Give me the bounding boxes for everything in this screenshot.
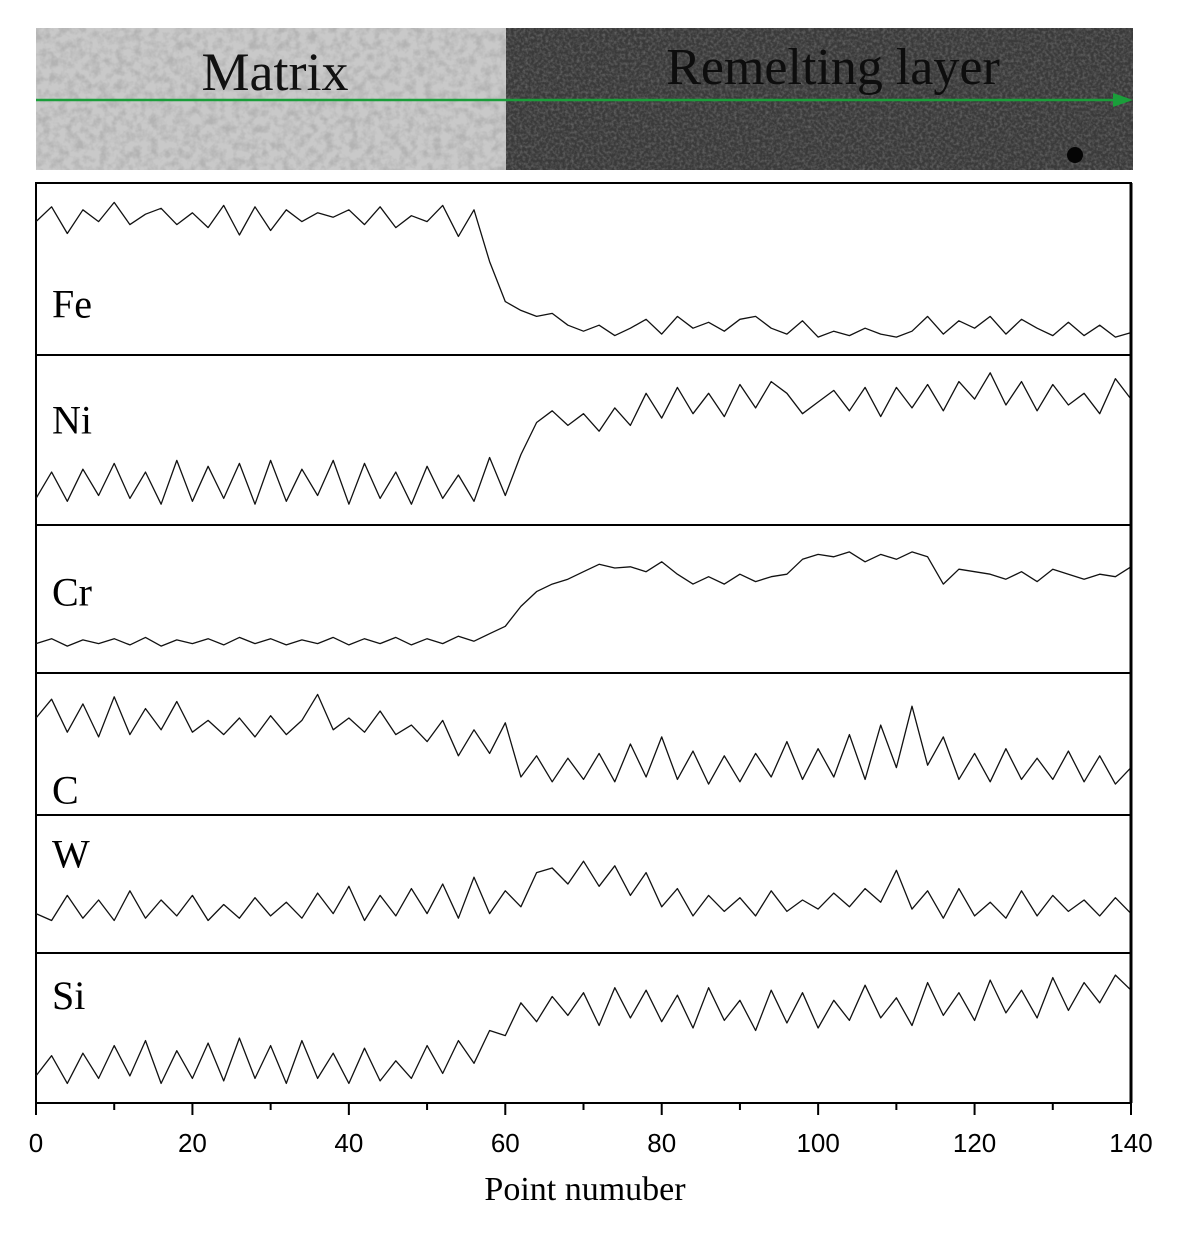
series-line-si bbox=[35, 974, 1132, 1085]
x-axis-title: Point numuber bbox=[484, 1171, 686, 1208]
matrix-label: Matrix bbox=[202, 42, 349, 102]
series-line-ni bbox=[35, 372, 1132, 505]
series-label-si: Si bbox=[52, 973, 85, 1018]
panel-si: Si bbox=[35, 952, 1132, 1104]
series-label-c: C bbox=[52, 767, 79, 812]
series-label-ni: Ni bbox=[52, 398, 92, 443]
x-tick-label: 80 bbox=[647, 1128, 676, 1158]
series-label-cr: Cr bbox=[52, 570, 92, 615]
series-line-cr bbox=[35, 551, 1132, 647]
series-label-fe: Fe bbox=[52, 281, 92, 326]
x-tick-label: 40 bbox=[334, 1128, 363, 1158]
x-axis: 0 20 40 60 80 100 120 140 bbox=[29, 1102, 1153, 1158]
element-panels: Fe Ni Cr CW Si bbox=[35, 182, 1133, 1104]
panel-frame-ni bbox=[35, 354, 1132, 526]
series-line-w bbox=[35, 860, 1132, 922]
panel-frame-c bbox=[35, 672, 1132, 816]
x-tick-label: 120 bbox=[953, 1128, 996, 1158]
micrograph-strip: Matrix Remelting layer bbox=[36, 28, 1133, 170]
panel-frame-fe bbox=[35, 182, 1132, 356]
panel-fe: Fe bbox=[35, 182, 1132, 356]
x-tick-label: 60 bbox=[491, 1128, 520, 1158]
x-tick-label: 100 bbox=[796, 1128, 839, 1158]
panel-frame-w bbox=[35, 814, 1132, 954]
x-tick-label: 20 bbox=[178, 1128, 207, 1158]
series-label-w: W bbox=[52, 832, 90, 877]
remelting-layer-label: Remelting layer bbox=[666, 39, 1000, 96]
panel-frame-cr bbox=[35, 524, 1132, 674]
scan-arrow-head bbox=[1113, 93, 1133, 107]
panel-frame-si bbox=[35, 952, 1132, 1104]
series-line-fe bbox=[35, 201, 1132, 338]
pore-dot bbox=[1067, 147, 1083, 163]
panel-c: C bbox=[35, 672, 1132, 816]
panel-cr: Cr bbox=[35, 524, 1132, 674]
x-tick-label: 140 bbox=[1109, 1128, 1152, 1158]
x-tick-label: 0 bbox=[29, 1128, 43, 1158]
panel-ni: Ni bbox=[35, 354, 1132, 526]
panel-w: W bbox=[35, 814, 1132, 954]
series-line-c bbox=[35, 693, 1132, 785]
